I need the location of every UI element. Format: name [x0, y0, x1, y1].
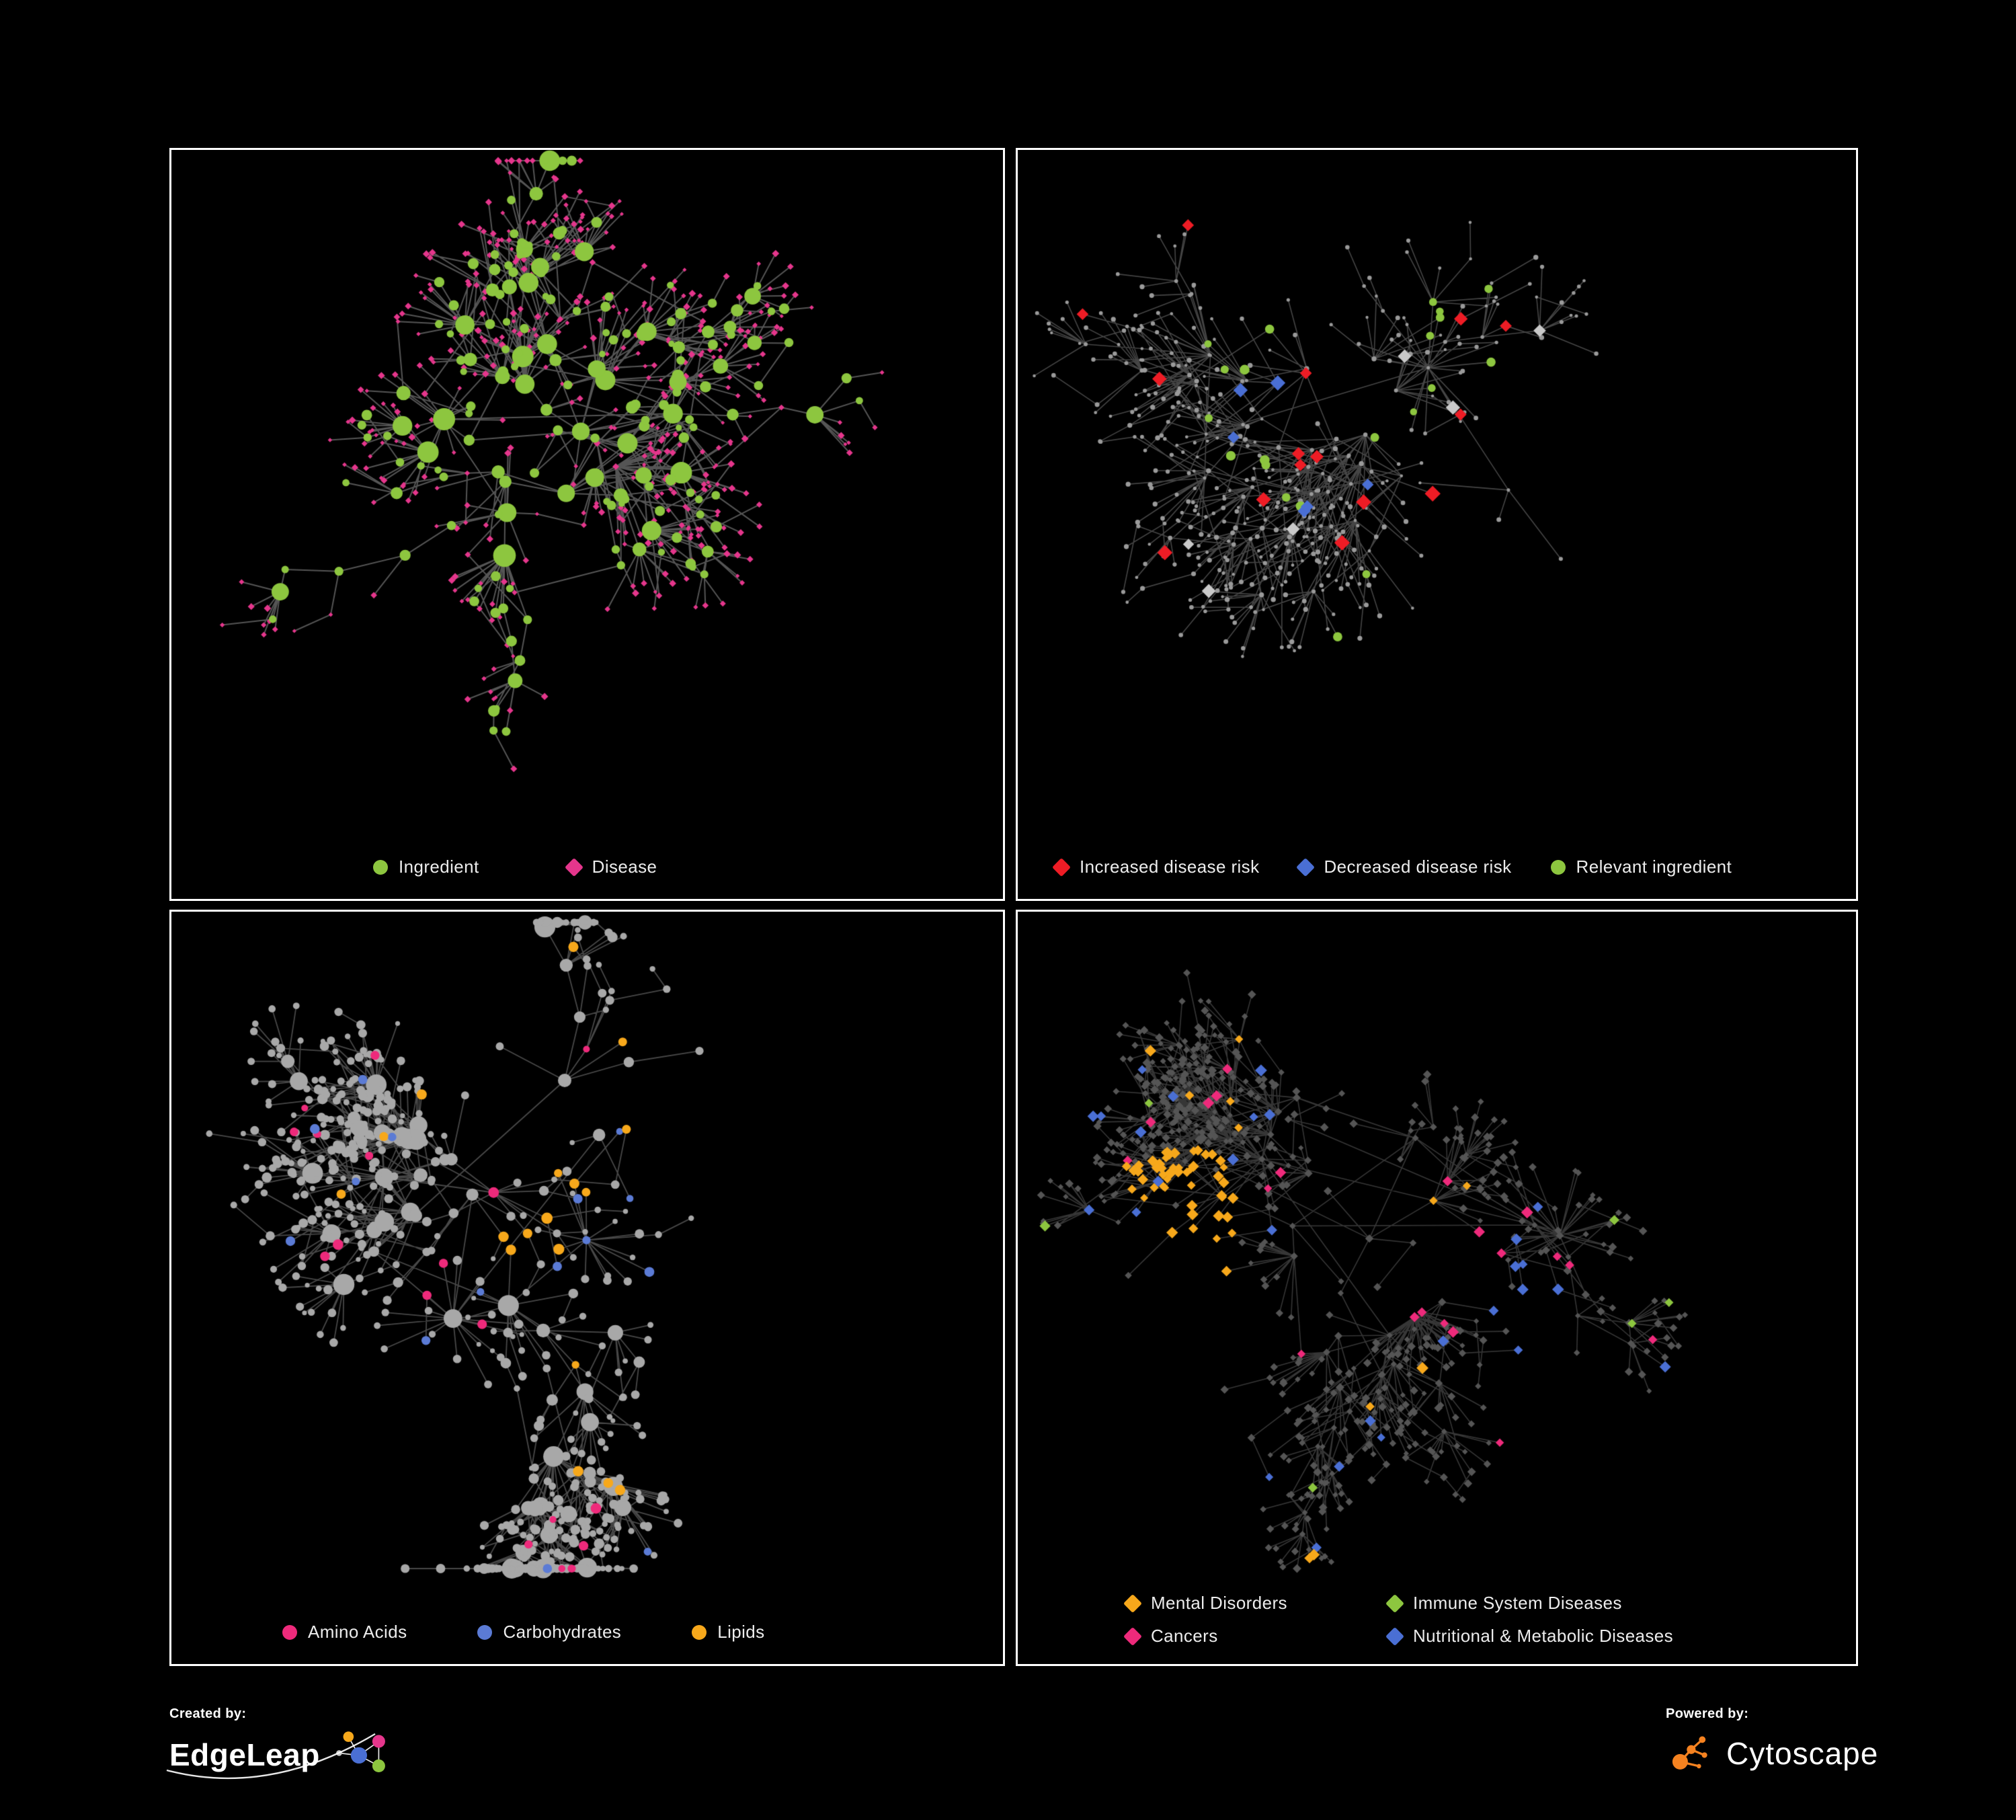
legend-item-cancers: Cancers [1123, 1626, 1387, 1647]
legend-item-amino-acids: Amino Acids [282, 1622, 407, 1643]
legend-label-cancers: Cancers [1151, 1626, 1218, 1646]
legend-label-lipids: Lipids [717, 1622, 765, 1642]
ingredient-disease-legend: Ingredient Disease [171, 857, 1003, 877]
panel-macronutrients: Amino Acids Carbohydrates Lipids [169, 910, 1005, 1666]
immune-diseases-marker-icon [1385, 1593, 1405, 1613]
legend-item-decreased-risk: Decreased disease risk [1296, 857, 1512, 877]
carbohydrates-marker-icon [477, 1624, 493, 1640]
legend-item-lipids: Lipids [692, 1622, 764, 1643]
macronutrient-legend: Amino Acids Carbohydrates Lipids [171, 1622, 1003, 1643]
legend-item-relevant-ingredient: Relevant ingredient [1550, 857, 1732, 877]
edgeleap-logo: EdgeLeap [166, 1729, 395, 1781]
legend-label-immune-diseases: Immune System Diseases [1413, 1593, 1622, 1613]
decreased-risk-marker-icon [1296, 857, 1316, 877]
edgeleap-logo-text: EdgeLeap [169, 1737, 320, 1772]
legend-label-amino-acids: Amino Acids [308, 1622, 407, 1642]
legend-item-immune-diseases: Immune System Diseases [1385, 1593, 1673, 1614]
legend-item-increased-risk: Increased disease risk [1051, 857, 1260, 877]
cytoscape-credit: Powered by: Cytoscape [1666, 1706, 1878, 1778]
legend-label-decreased-risk: Decreased disease risk [1324, 857, 1512, 877]
cytoscape-logo: Cytoscape [1666, 1729, 1878, 1778]
legend-item-ingredient: Ingredient [373, 857, 479, 877]
legend-item-carbohydrates: Carbohydrates [477, 1622, 621, 1643]
amino-acids-marker-icon [282, 1624, 297, 1640]
created-by-label: Created by: [169, 1706, 247, 1721]
relevant-ingredient-marker-icon [1550, 859, 1566, 875]
disease-marker-icon [564, 857, 583, 877]
disease-class-network-canvas [1018, 912, 1856, 1579]
panel-ingredient-disease: Ingredient Disease [169, 148, 1005, 901]
nutritional-metabolic-marker-icon [1385, 1626, 1405, 1646]
panel-disease-risk: Increased disease risk Decreased disease… [1016, 148, 1858, 901]
cancers-marker-icon [1123, 1626, 1143, 1646]
mental-disorders-marker-icon [1123, 1593, 1143, 1613]
legend-item-mental-disorders: Mental Disorders [1123, 1593, 1387, 1614]
increased-risk-marker-icon [1051, 857, 1072, 877]
lipids-marker-icon [692, 1624, 707, 1640]
ingredient-disease-network-canvas [171, 150, 1003, 814]
legend-item-nutritional-metabolic: Nutritional & Metabolic Diseases [1385, 1626, 1674, 1647]
legend-label-increased-risk: Increased disease risk [1080, 857, 1260, 877]
powered-by-label: Powered by: [1666, 1706, 1749, 1721]
legend-label-relevant-ingredient: Relevant ingredient [1576, 857, 1732, 877]
edgeleap-credit: Created by: EdgeLeap [166, 1706, 395, 1781]
disease-risk-network-canvas [1018, 150, 1856, 814]
legend-label-ingredient: Ingredient [399, 857, 479, 877]
macronutrient-network-canvas [171, 912, 1003, 1579]
cytoscape-logo-text: Cytoscape [1726, 1736, 1879, 1771]
legend-item-disease: Disease [564, 857, 657, 877]
legend-label-disease: Disease [592, 857, 657, 877]
ingredient-marker-icon [373, 859, 388, 875]
cytoscape-logo-icon [1672, 1736, 1707, 1770]
legend-label-carbohydrates: Carbohydrates [503, 1622, 622, 1642]
panel-disease-classes: Mental Disorders Immune System Diseases … [1016, 910, 1858, 1666]
edgeleap-molecule-icon [335, 1731, 385, 1772]
legend-label-mental-disorders: Mental Disorders [1151, 1593, 1287, 1613]
legend-label-nutritional-metabolic: Nutritional & Metabolic Diseases [1413, 1626, 1674, 1646]
disease-class-legend: Mental Disorders Immune System Diseases … [1018, 1593, 1673, 1647]
disease-risk-legend: Increased disease risk Decreased disease… [1018, 857, 1856, 877]
